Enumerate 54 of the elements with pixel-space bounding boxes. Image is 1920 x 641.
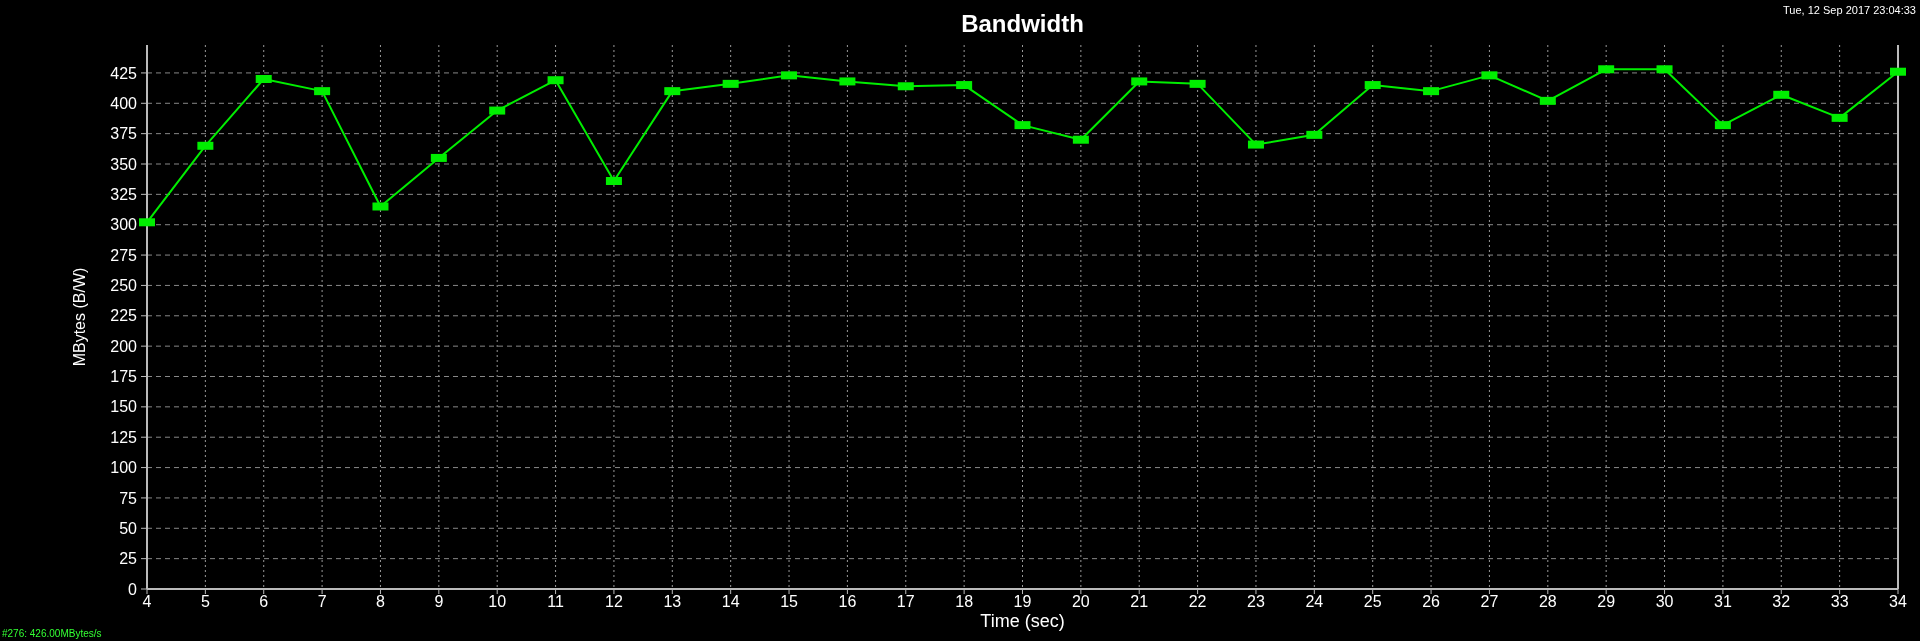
y-tick-label: 25 xyxy=(119,550,138,568)
x-tick-label: 33 xyxy=(1830,593,1849,610)
chart-title: Bandwidth xyxy=(961,10,1084,37)
x-tick-label: 10 xyxy=(488,593,507,610)
x-tick-label: 13 xyxy=(663,593,682,610)
x-tick-label: 26 xyxy=(1422,593,1441,610)
x-tick-label: 18 xyxy=(955,593,974,610)
y-tick-label: 250 xyxy=(110,277,138,295)
x-tick-label: 14 xyxy=(721,593,740,610)
x-tick-label: 28 xyxy=(1538,593,1557,610)
y-tick-label: 0 xyxy=(128,580,138,598)
x-tick-label: 12 xyxy=(605,593,623,610)
x-tick-label: 17 xyxy=(896,593,915,610)
x-tick-label: 8 xyxy=(376,593,386,610)
y-tick-label: 275 xyxy=(110,246,138,264)
y-tick-label: 75 xyxy=(119,489,138,507)
y-tick-label: 200 xyxy=(110,337,138,355)
x-tick-label: 29 xyxy=(1597,593,1616,610)
y-tick-label: 50 xyxy=(119,519,138,537)
x-tick-label: 6 xyxy=(259,593,269,610)
x-tick-label: 20 xyxy=(1071,593,1090,610)
y-tick-label: 100 xyxy=(110,459,138,477)
x-tick-label: 5 xyxy=(200,593,210,610)
x-axis-title: Time (sec) xyxy=(980,611,1065,631)
y-tick-label: 400 xyxy=(110,94,138,112)
x-tick-label: 15 xyxy=(780,593,799,610)
x-tick-label: 30 xyxy=(1655,593,1674,610)
text: #276: 426.00MBytes/s xyxy=(2,628,102,639)
x-tick-label: 22 xyxy=(1188,593,1207,610)
y-tick-label: 300 xyxy=(110,216,138,234)
y-tick-label: 350 xyxy=(110,155,138,173)
x-tick-label: 21 xyxy=(1130,593,1149,610)
y-tick-label: 375 xyxy=(110,125,138,143)
x-tick-label: 32 xyxy=(1772,593,1791,610)
x-tick-label: 4 xyxy=(142,593,152,610)
y-tick-label: 125 xyxy=(110,428,138,446)
text: Tue, 12 Sep 2017 23:04:33 xyxy=(1783,4,1916,16)
y-tick-label: 225 xyxy=(110,307,138,325)
x-tick-label: 16 xyxy=(838,593,857,610)
x-tick-label: 11 xyxy=(547,593,564,610)
x-tick-label: 19 xyxy=(1013,593,1032,610)
y-tick-label: 325 xyxy=(110,185,138,203)
x-tick-label: 9 xyxy=(434,593,444,610)
y-tick-label: 150 xyxy=(110,398,138,416)
x-tick-label: 34 xyxy=(1889,593,1907,610)
x-tick-label: 25 xyxy=(1363,593,1382,610)
x-tick-label: 23 xyxy=(1247,593,1265,610)
x-tick-label: 27 xyxy=(1480,593,1499,610)
x-tick-label: 7 xyxy=(317,593,327,610)
x-tick-label: 24 xyxy=(1305,593,1324,610)
y-axis-title: MBytes (B/W) xyxy=(71,267,88,367)
x-tick-label: 31 xyxy=(1714,593,1732,610)
y-tick-label: 425 xyxy=(110,64,138,82)
y-tick-label: 175 xyxy=(110,368,138,386)
